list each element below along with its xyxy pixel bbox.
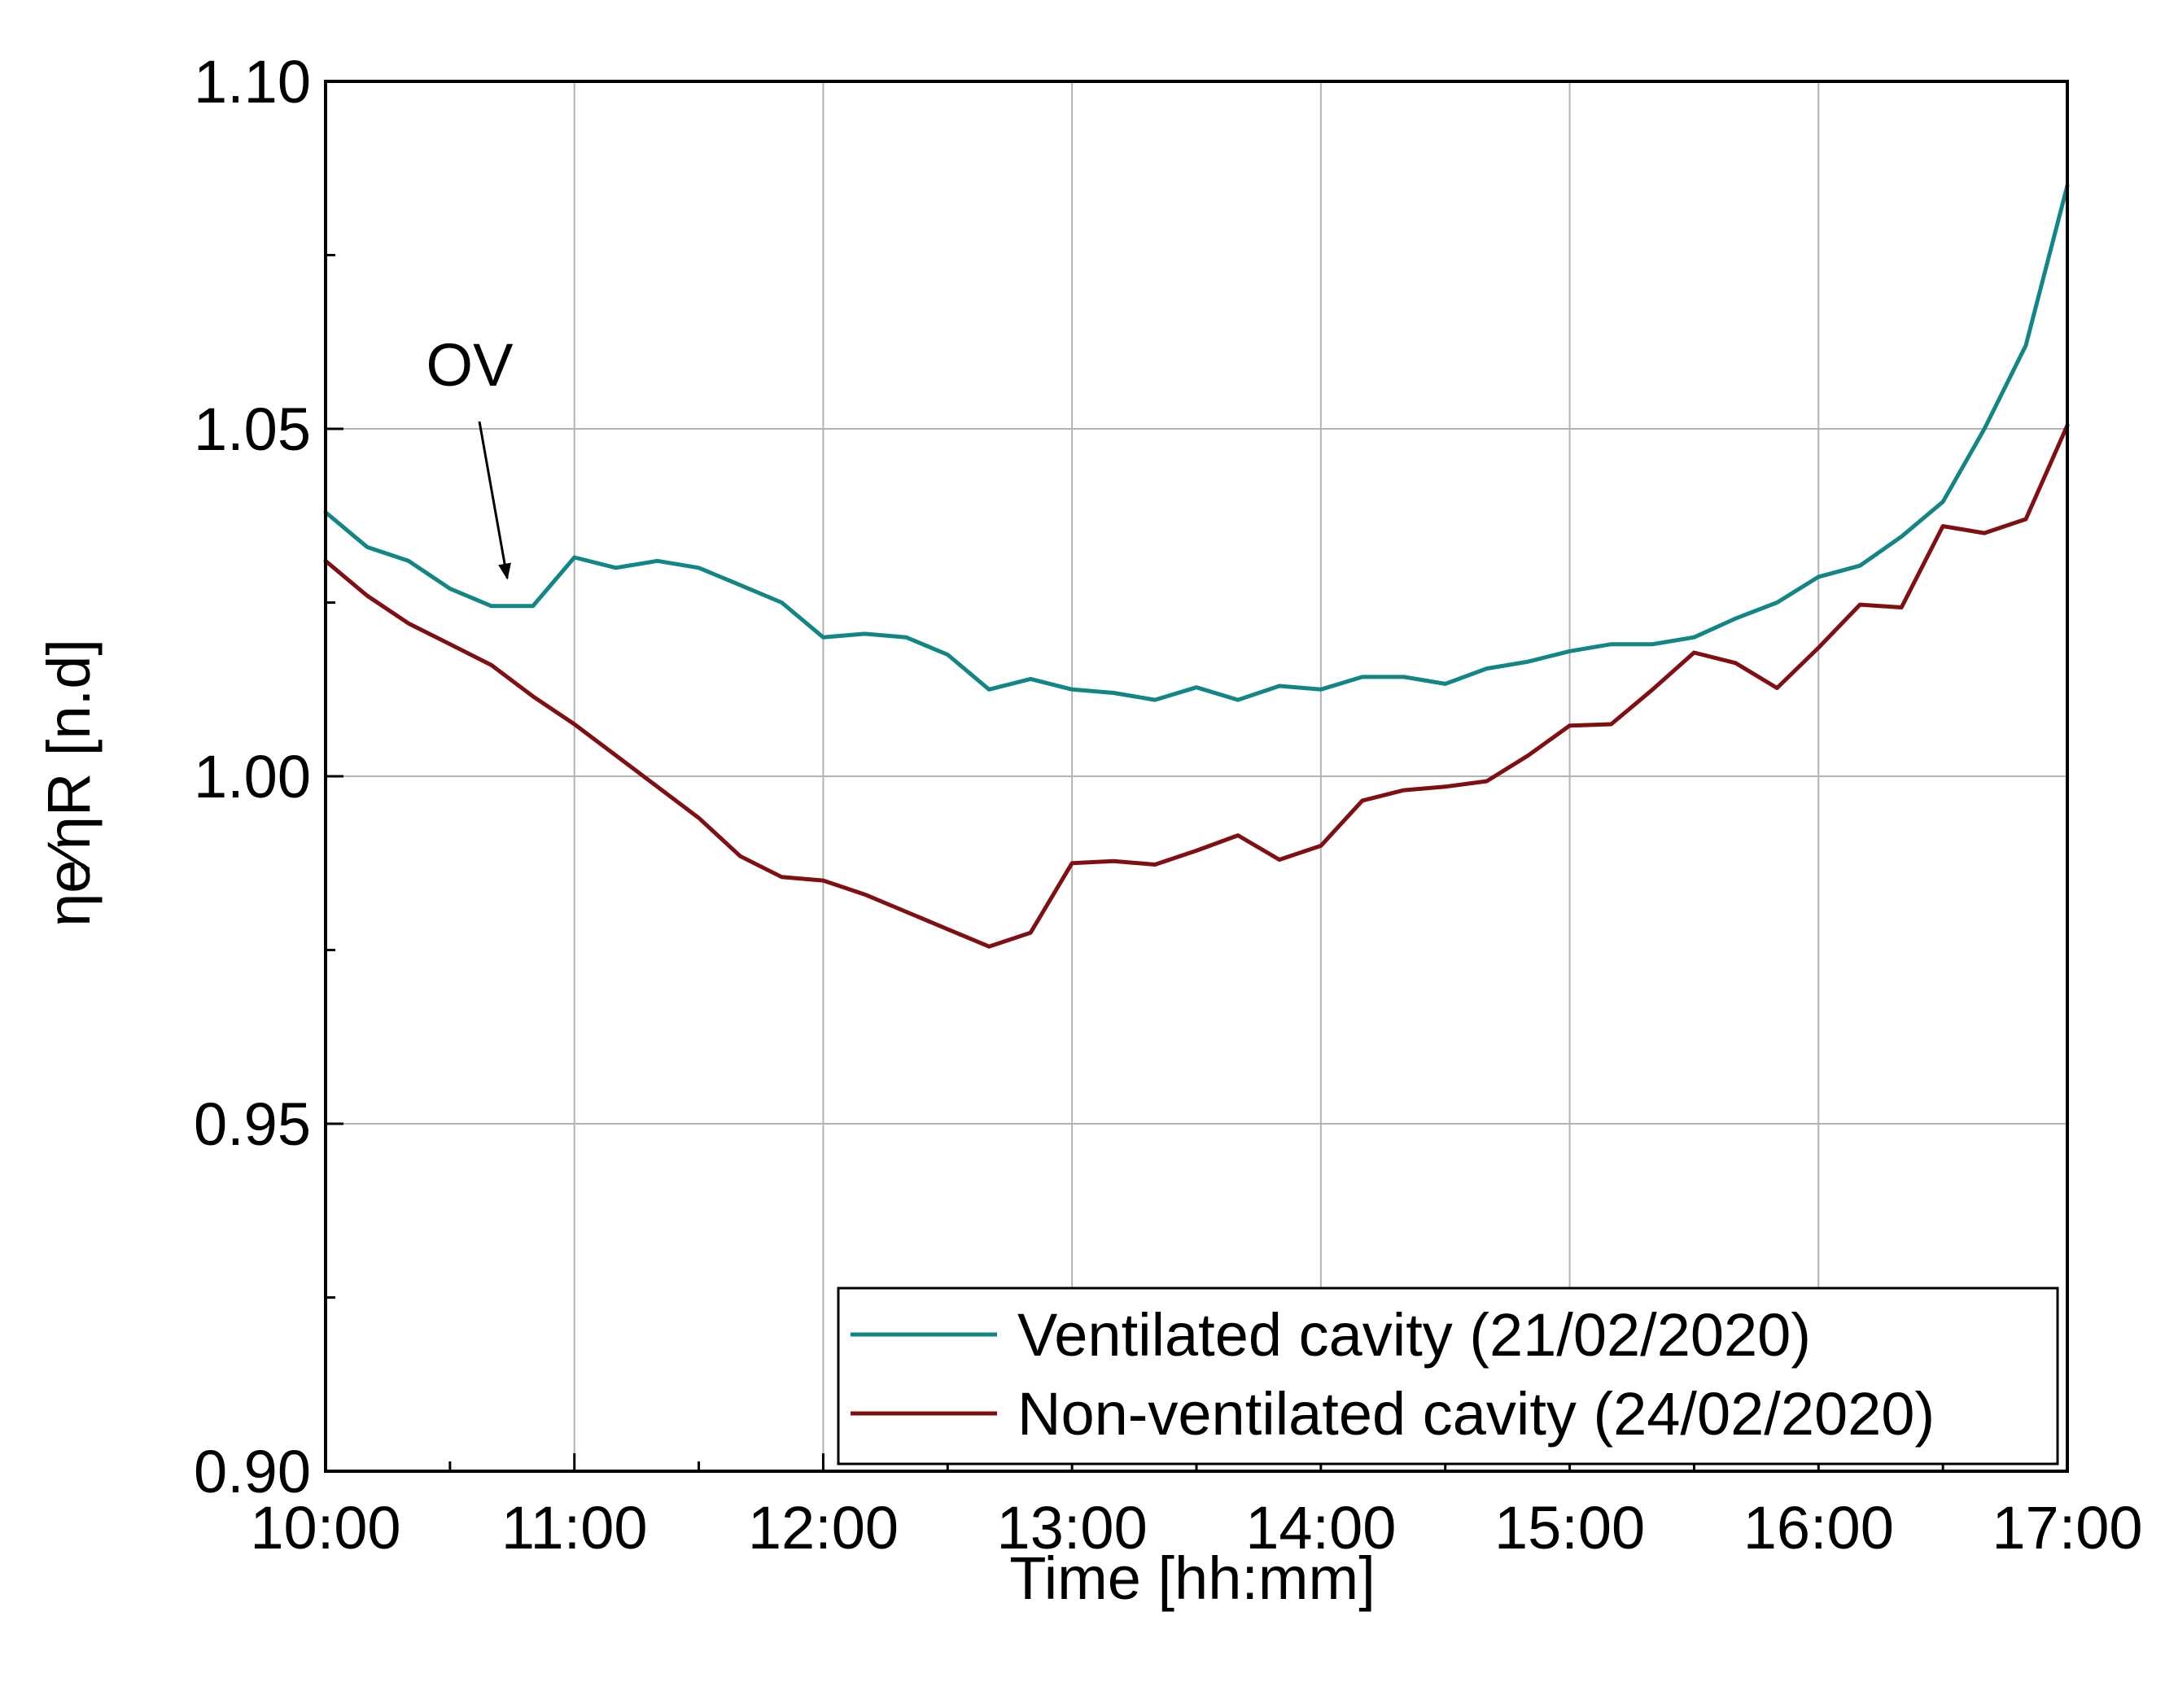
- x-tick-label: 10:00: [250, 1494, 400, 1562]
- series-line-non-ventilated: [323, 423, 2070, 949]
- ticks-layer: 10:00 11:00 12:00 13:00 14:00 15:00 16:00 17:00…: [194, 48, 2143, 1562]
- series-line-ventilated: [323, 183, 2070, 702]
- x-tick-label: 15:00: [1494, 1494, 1645, 1562]
- x-tick-label: 16:00: [1743, 1494, 1894, 1562]
- legend-box: [837, 1286, 2059, 1466]
- ov-annotation: OV: [426, 331, 514, 580]
- y-tick-label: 0.90: [194, 1438, 311, 1505]
- legend-label-ventilated: Ventilated cavity (21/02/2020): [1017, 1301, 1811, 1369]
- y-tick-label: 0.95: [194, 1090, 311, 1158]
- grid-layer: [326, 81, 2067, 1471]
- x-tick-label: 17:00: [1992, 1494, 2142, 1562]
- x-tick-label: 12:00: [748, 1494, 899, 1562]
- x-axis-title: Time [hh:mm]: [1009, 1544, 1376, 1612]
- x-tick-label: 13:00: [997, 1494, 1148, 1562]
- y-tick-label: 1.00: [194, 743, 311, 810]
- y-tick-label: 1.05: [194, 395, 311, 463]
- legend: Ventilated cavity (21/02/2020) Non-venti…: [837, 1286, 2059, 1466]
- legend-label-non-ventilated: Non-ventilated cavity (24/02/2020): [1017, 1380, 1935, 1448]
- y-axis-title: ηe⁄ηR [n.d]: [35, 639, 103, 927]
- x-tick-label: 11:00: [501, 1494, 648, 1562]
- ov-annotation-arrow: [478, 421, 511, 580]
- series-layer: [323, 183, 2070, 949]
- y-tick-label: 1.10: [194, 48, 311, 116]
- x-tick-label: 14:00: [1245, 1494, 1396, 1562]
- ov-annotation-label: OV: [426, 331, 514, 399]
